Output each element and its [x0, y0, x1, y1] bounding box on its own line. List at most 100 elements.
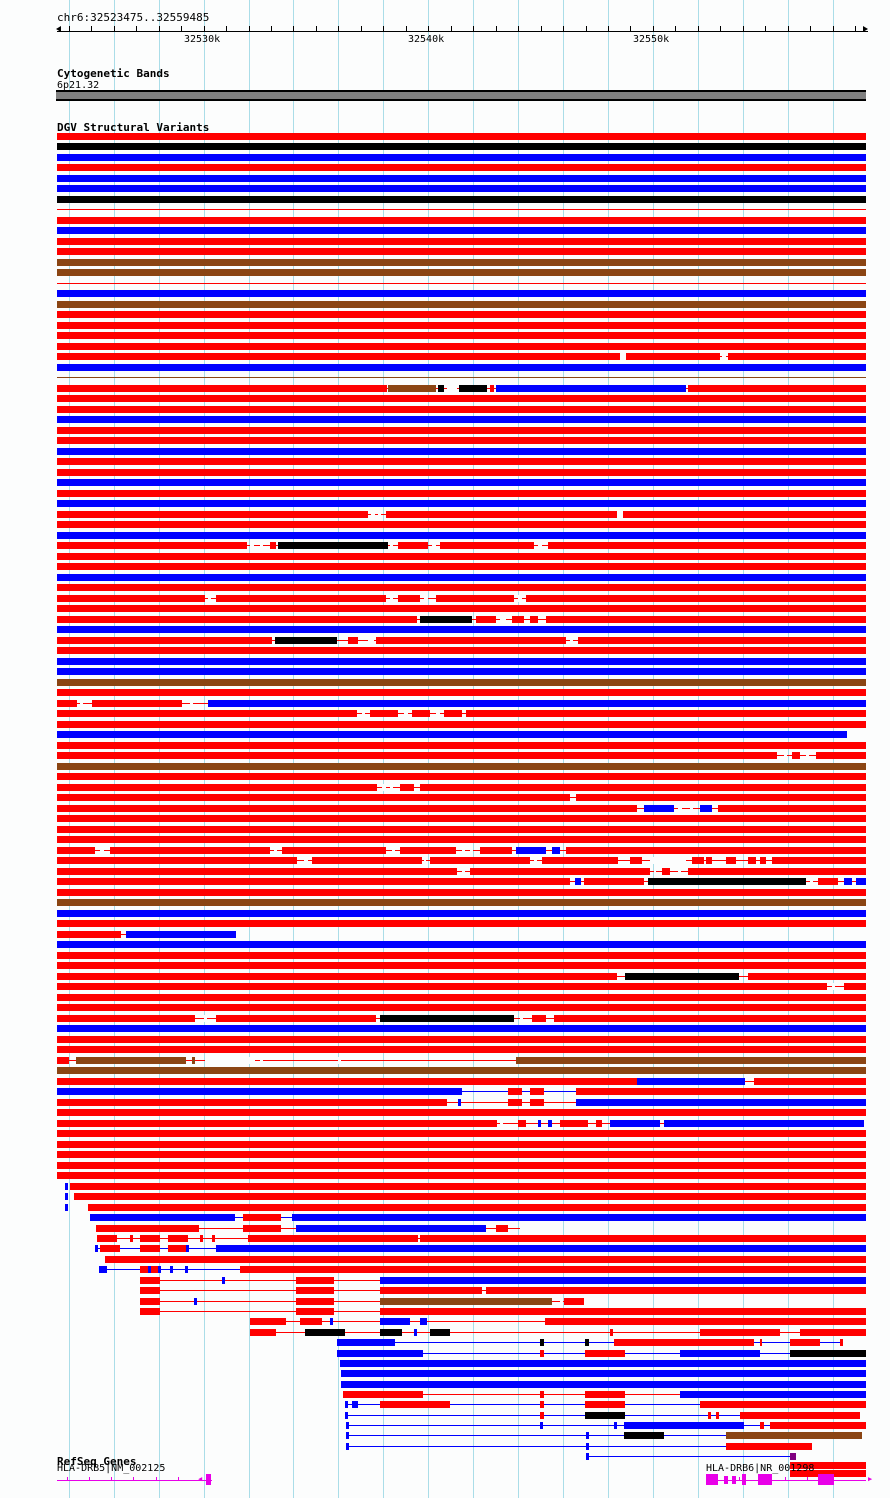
variant-segment[interactable] [57, 826, 866, 833]
ruler-left-arrow-icon[interactable] [56, 26, 61, 32]
variant-segment[interactable] [70, 1183, 866, 1190]
variant-segment[interactable] [444, 710, 462, 717]
dgv-variant-row[interactable] [0, 1391, 890, 1398]
dgv-variant-row[interactable] [0, 605, 890, 612]
variant-segment[interactable] [380, 1329, 402, 1336]
dgv-variant-row[interactable] [0, 1172, 890, 1179]
dgv-variant-row[interactable] [0, 542, 890, 549]
dgv-variant-row[interactable] [0, 175, 890, 182]
variant-segment[interactable] [57, 196, 866, 203]
dgv-variant-row[interactable] [0, 1130, 890, 1137]
variant-segment[interactable] [414, 1329, 417, 1336]
variant-segment[interactable] [420, 1235, 866, 1242]
variant-segment[interactable] [92, 700, 182, 707]
variant-segment[interactable] [370, 710, 398, 717]
variant-segment[interactable] [459, 385, 487, 392]
variant-segment[interactable] [95, 1245, 98, 1252]
variant-segment[interactable] [57, 311, 866, 318]
variant-segment[interactable] [57, 1057, 69, 1064]
variant-segment[interactable] [540, 1422, 543, 1429]
variant-segment[interactable] [57, 133, 866, 140]
variant-segment[interactable] [140, 1245, 160, 1252]
variant-segment[interactable] [518, 1120, 526, 1127]
variant-segment[interactable] [748, 973, 866, 980]
variant-segment[interactable] [680, 1391, 866, 1398]
variant-segment[interactable] [57, 742, 866, 749]
variant-segment[interactable] [57, 679, 866, 686]
variant-segment[interactable] [466, 710, 866, 717]
dgv-variant-row[interactable] [0, 899, 890, 906]
dgv-variant-row[interactable] [0, 511, 890, 518]
variant-segment[interactable] [208, 700, 866, 707]
variant-segment[interactable] [76, 1057, 186, 1064]
dgv-variant-row[interactable] [0, 658, 890, 665]
variant-segment[interactable] [170, 1266, 173, 1273]
variant-segment[interactable] [57, 1151, 866, 1158]
variant-segment[interactable] [578, 637, 866, 644]
variant-segment[interactable] [243, 1214, 281, 1221]
dgv-variant-row[interactable] [0, 731, 890, 738]
variant-segment[interactable] [348, 637, 358, 644]
dgv-variant-row[interactable] [0, 1204, 890, 1211]
variant-segment[interactable] [692, 857, 704, 864]
variant-segment[interactable] [57, 469, 866, 476]
variant-segment[interactable] [516, 1057, 866, 1064]
dgv-variant-row[interactable] [0, 1298, 890, 1305]
variant-segment[interactable] [352, 1401, 358, 1408]
dgv-variant-row[interactable] [0, 1025, 890, 1032]
variant-segment[interactable] [630, 857, 642, 864]
variant-segment[interactable] [278, 542, 388, 549]
dgv-variant-row[interactable] [0, 1151, 890, 1158]
variant-segment[interactable] [560, 1120, 588, 1127]
dgv-variant-row[interactable] [0, 1277, 890, 1284]
variant-segment[interactable] [57, 322, 866, 329]
variant-segment[interactable] [57, 637, 272, 644]
variant-segment[interactable] [57, 752, 777, 759]
dgv-variant-row[interactable] [0, 952, 890, 959]
variant-segment[interactable] [496, 385, 686, 392]
variant-segment[interactable] [57, 689, 866, 696]
variant-segment[interactable] [508, 1099, 522, 1106]
variant-segment[interactable] [74, 1193, 866, 1200]
variant-segment[interactable] [816, 752, 866, 759]
variant-segment[interactable] [296, 1298, 334, 1305]
variant-segment[interactable] [380, 1318, 410, 1325]
variant-segment[interactable] [57, 784, 377, 791]
dgv-variant-row[interactable] [0, 143, 890, 150]
dgv-variant-row[interactable] [0, 763, 890, 770]
dgv-variant-row[interactable] [0, 1470, 890, 1477]
variant-segment[interactable] [542, 857, 618, 864]
variant-segment[interactable] [57, 1099, 447, 1106]
variant-segment[interactable] [530, 616, 538, 623]
variant-segment[interactable] [222, 1277, 225, 1284]
variant-segment[interactable] [186, 1245, 189, 1252]
variant-segment[interactable] [57, 185, 866, 192]
dgv-variant-row[interactable] [0, 847, 890, 854]
variant-segment[interactable] [490, 385, 494, 392]
variant-segment[interactable] [818, 878, 838, 885]
dgv-variant-row[interactable] [0, 1329, 890, 1336]
variant-segment[interactable] [57, 143, 866, 150]
variant-segment[interactable] [586, 1432, 589, 1439]
variant-segment[interactable] [57, 794, 570, 801]
variant-segment[interactable] [57, 595, 205, 602]
variant-segment[interactable] [57, 427, 866, 434]
variant-segment[interactable] [770, 1422, 866, 1429]
variant-segment[interactable] [312, 857, 422, 864]
dgv-variant-row[interactable] [0, 994, 890, 1001]
variant-segment[interactable] [57, 406, 866, 413]
variant-segment[interactable] [57, 1036, 866, 1043]
variant-segment[interactable] [57, 301, 866, 308]
variant-segment[interactable] [546, 616, 866, 623]
dgv-variant-row[interactable] [0, 857, 890, 864]
variant-segment[interactable] [706, 857, 712, 864]
dgv-variant-row[interactable] [0, 332, 890, 339]
variant-segment[interactable] [57, 385, 387, 392]
variant-segment[interactable] [545, 1318, 845, 1325]
variant-segment[interactable] [718, 805, 866, 812]
dgv-variant-row[interactable] [0, 206, 890, 213]
variant-segment[interactable] [337, 1339, 395, 1346]
variant-segment[interactable] [412, 710, 430, 717]
dgv-variant-row[interactable] [0, 920, 890, 927]
variant-segment[interactable] [700, 805, 712, 812]
